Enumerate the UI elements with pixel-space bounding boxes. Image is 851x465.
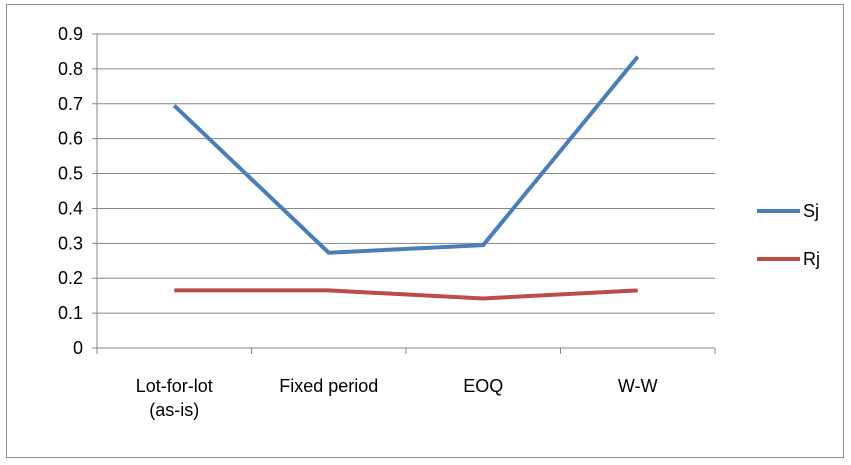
legend-label: Sj: [803, 201, 819, 221]
x-tick-label-line: Lot-for-lot: [136, 376, 213, 396]
y-tick-label: 0.8: [58, 59, 83, 79]
y-tick-label: 0.2: [58, 268, 83, 288]
series-lines: [172, 55, 640, 301]
x-tick-label-line: EOQ: [463, 376, 503, 396]
y-tick-label: 0.3: [58, 233, 83, 253]
y-tick-label: 0.5: [58, 164, 83, 184]
x-tick-label-line: (as-is): [149, 400, 199, 420]
x-tick-label: W-W: [618, 376, 658, 396]
legend-label: Rj: [803, 249, 820, 269]
y-tick-label: 0.6: [58, 129, 83, 149]
x-tick-label: Fixed period: [279, 376, 378, 396]
y-tick-label: 0.7: [58, 94, 83, 114]
y-tick-label: 0: [73, 338, 83, 358]
x-tick-label-line: W-W: [618, 376, 658, 396]
x-tick-labels: Lot-for-lot (as-is) Fixed period EOQ W-W: [136, 376, 658, 420]
gridlines: [97, 33, 715, 314]
series-line-rj: [174, 288, 638, 301]
chart-frame: [6, 4, 844, 458]
y-tick-label: 0.1: [58, 303, 83, 323]
legend: Sj Rj: [757, 201, 820, 269]
y-tick-label: 0.4: [58, 198, 83, 218]
x-tick-label: Lot-for-lot (as-is): [136, 376, 213, 420]
y-tick-label: 0.9: [58, 24, 83, 44]
x-tick-label-line: Fixed period: [279, 376, 378, 396]
y-tick-labels: 0 0.1 0.2 0.3 0.4 0.5 0.6 0.7 0.8 0.9: [58, 24, 83, 358]
series-line-sj: [172, 55, 640, 255]
axes: [92, 33, 716, 354]
x-tick-label: EOQ: [463, 376, 503, 396]
